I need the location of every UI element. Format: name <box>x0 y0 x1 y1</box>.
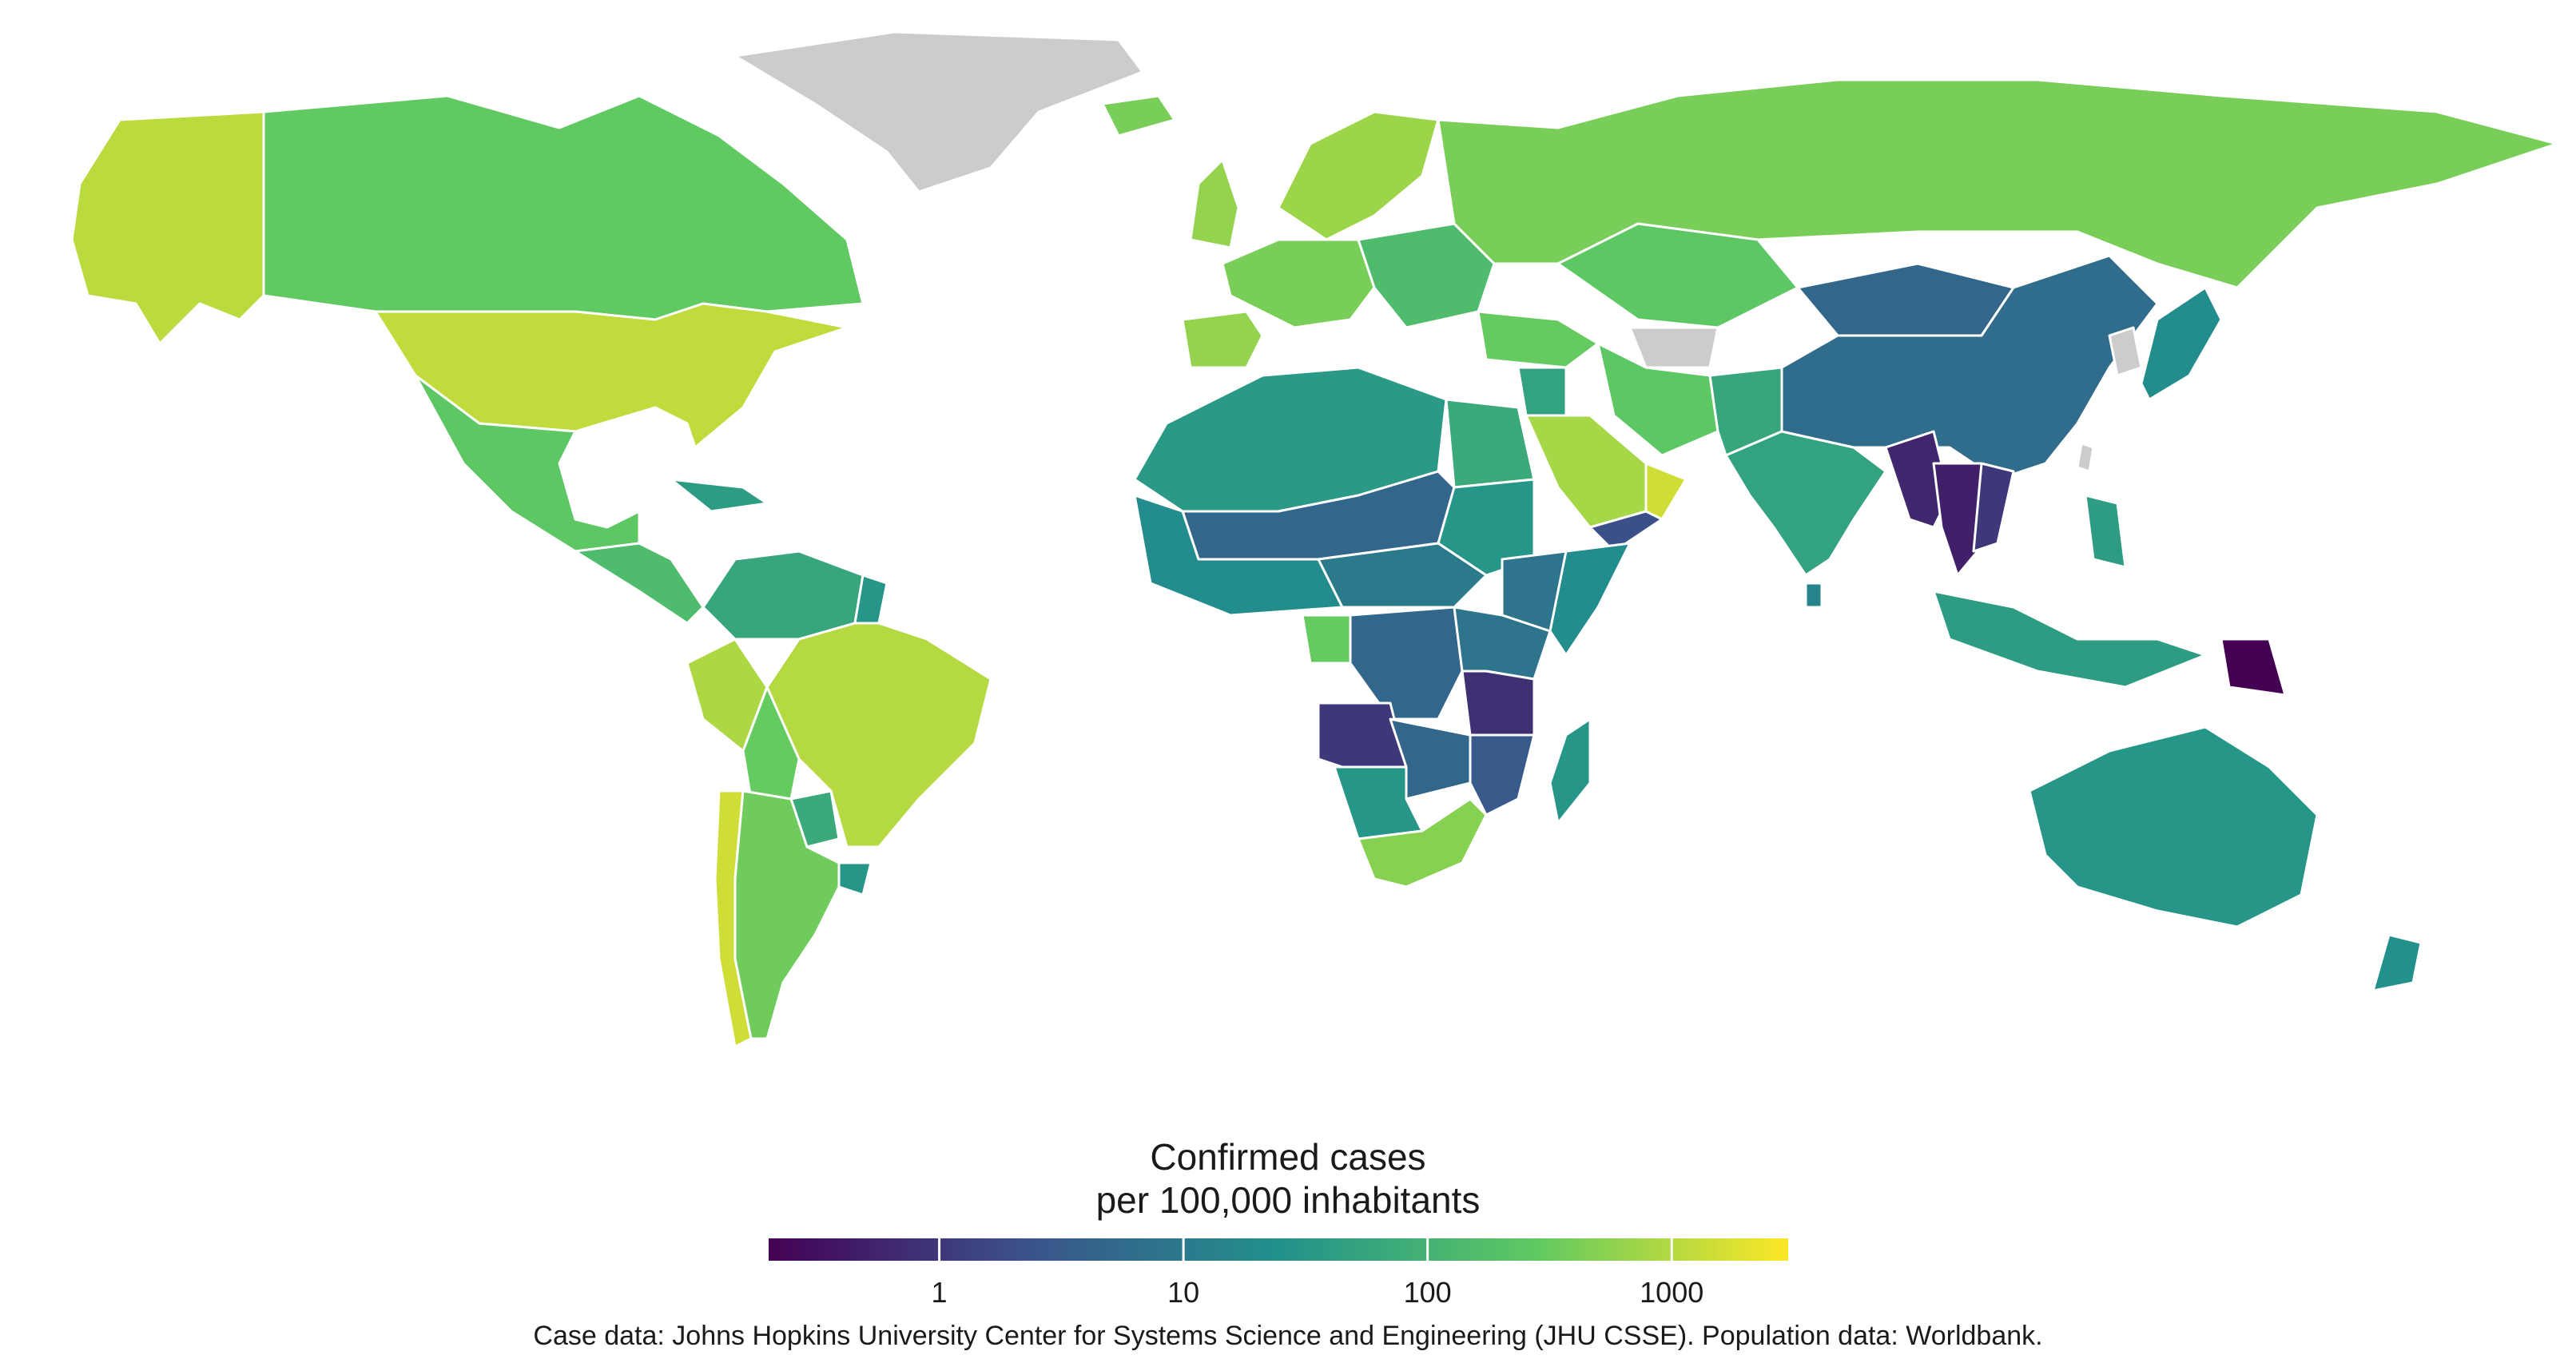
region-namibia-botswana <box>1333 765 1424 840</box>
region-philippines <box>2084 494 2127 569</box>
region-sri-lanka <box>1804 582 1823 609</box>
region-zambia-zimbabwe <box>1389 717 1472 801</box>
region-china <box>1780 254 2159 481</box>
legend-tick-label: 100 <box>1403 1276 1452 1309</box>
region-caribbean <box>670 478 769 513</box>
region-australia <box>2028 725 2319 928</box>
region-south-africa <box>1357 797 1488 888</box>
legend-tick-label: 10 <box>1167 1276 1200 1309</box>
legend-tick-label: 1 <box>931 1276 948 1309</box>
region-colombia-venezuela <box>702 550 865 641</box>
region-vietnam <box>1972 462 2015 553</box>
region-tanzania <box>1461 670 1536 737</box>
region-papua-new-guinea <box>2220 638 2287 697</box>
region-mexico <box>414 374 641 553</box>
region-yemen <box>1588 510 1664 553</box>
source-caption: Case data: Johns Hopkins University Cent… <box>533 1321 2043 1351</box>
region-iceland <box>1101 94 1176 137</box>
region-arabian-peninsula <box>1525 414 1648 529</box>
region-mozambique <box>1469 733 1536 817</box>
region-mongolia <box>1796 262 2015 337</box>
region-japan <box>2140 286 2223 401</box>
region-madagascar <box>1548 717 1592 825</box>
legend-color-bar <box>769 1238 1788 1261</box>
region-canada <box>262 94 865 321</box>
region-gabon <box>1301 614 1352 665</box>
region-argentina <box>733 789 841 1040</box>
region-malaysia-indonesia <box>1932 590 2207 689</box>
region-turkey-caucasus <box>1477 310 1600 369</box>
region-western-europe <box>1221 238 1376 329</box>
region-united-kingdom <box>1189 158 1240 249</box>
legend-title-line-1: Confirmed cases <box>1150 1136 1426 1178</box>
region-levant <box>1517 366 1568 417</box>
world-choropleth-map <box>70 30 2558 1048</box>
legend-title-line-2: per 100,000 inhabitants <box>1095 1179 1481 1221</box>
region-central-america <box>574 542 705 625</box>
region-scandinavia <box>1277 110 1440 241</box>
region-uruguay <box>837 861 873 896</box>
region-egypt <box>1445 398 1536 489</box>
region-taiwan <box>2076 442 2095 473</box>
region-india <box>1724 430 1887 577</box>
region-somalia <box>1548 542 1632 657</box>
region-new-zealand <box>2371 933 2423 992</box>
region-korea <box>2108 326 2143 377</box>
region-greenland <box>733 30 1144 193</box>
region-iberia <box>1181 310 1264 369</box>
region-central-asia <box>1628 326 1719 369</box>
region-oman-uae <box>1644 462 1688 521</box>
region-alaska <box>70 110 265 345</box>
region-angola <box>1317 701 1408 769</box>
legend-tick-label: 1000 <box>1640 1276 1704 1309</box>
